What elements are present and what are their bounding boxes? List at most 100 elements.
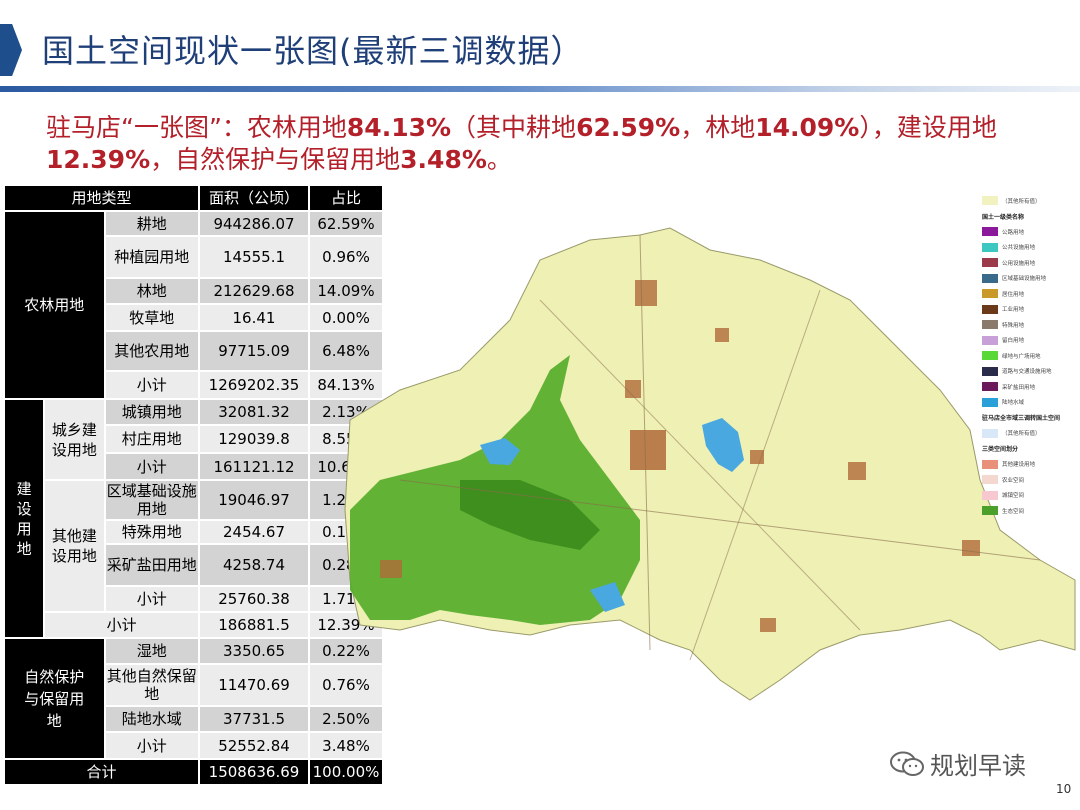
row-area: 212629.68	[198, 277, 310, 305]
map-lake-east	[702, 418, 744, 472]
map-legend: （其他所有值） 国土一级类名称 公路用地 公共设施用地 公用设施用地 区域基础设施用地 居住…	[982, 193, 1080, 519]
row-name: 小计	[103, 370, 201, 400]
legend-swatch	[982, 304, 998, 314]
map-image	[344, 227, 1076, 701]
legend-item: 采矿盐田用地	[982, 379, 1080, 395]
row-area: 11470.69	[198, 663, 310, 707]
row-name: 小计	[103, 585, 201, 613]
subgroup-urban: 城乡建设用地	[43, 398, 106, 481]
map-urban-e2	[750, 450, 764, 464]
row-area: 97715.09	[198, 330, 310, 372]
map-forest-patch	[460, 480, 600, 550]
legend-item: 驻马店全市域三调转国土空间	[982, 410, 1080, 426]
row-name: 村庄用地	[103, 424, 201, 454]
map-urban-se	[962, 540, 980, 556]
table-row: 农林用地 耕地 944286.07 62.59%	[3, 210, 384, 400]
legend-item: 陆地水域	[982, 395, 1080, 411]
legend-item: 城镇空间	[982, 488, 1080, 504]
legend-label: 三类空间划分	[982, 446, 1019, 454]
row-name: 其他自然保留地	[103, 663, 201, 707]
legend-swatch	[982, 459, 998, 469]
row-name: 城镇用地	[103, 398, 201, 426]
legend-swatch	[982, 490, 998, 500]
legend-item: 生态空间	[982, 503, 1080, 519]
row-pct: 3.48%	[308, 731, 384, 760]
legend-swatch	[982, 382, 998, 392]
total-pct: 100.00%	[308, 758, 384, 786]
legend-swatch	[982, 227, 998, 237]
legend-item: （其他所有值）	[982, 193, 1080, 209]
legend-item: 国土一级类名称	[982, 209, 1080, 225]
group-build: 建设用地	[2, 398, 46, 639]
legend-label: 留白用地	[1002, 338, 1025, 345]
row-name: 林地	[103, 277, 201, 305]
row-name: 种植园用地	[103, 235, 201, 279]
legend-item: 区域基础设施用地	[982, 271, 1080, 287]
table-row: 牧草地 16.41 0.00%	[4, 303, 384, 332]
row-area: 2454.67	[198, 519, 310, 545]
legend-label: 其他建设用地	[1002, 462, 1036, 469]
map-road-3	[539, 299, 861, 631]
map-road-1	[639, 234, 651, 651]
legend-swatch	[982, 366, 998, 376]
brand-watermark: 规划早读	[890, 746, 1026, 781]
legend-label: 国土一级类名称	[982, 213, 1025, 221]
map-urban-sw	[380, 560, 402, 578]
title-accent-marker	[0, 24, 22, 76]
row-pct: 2.50%	[308, 705, 384, 733]
map-reservoir-west	[480, 438, 520, 465]
table-row: 小计 52552.84 3.48%	[4, 731, 384, 760]
row-area: 25760.38	[198, 585, 310, 613]
header-area: 面积（公顷）	[198, 184, 310, 212]
legend-label: 特殊用地	[1002, 322, 1025, 329]
legend-swatch	[982, 475, 998, 485]
legend-label: 陆地水域	[1002, 400, 1025, 407]
legend-swatch	[982, 320, 998, 330]
row-name: 采矿盐田用地	[103, 543, 201, 587]
legend-item: 特殊用地	[982, 317, 1080, 333]
row-pct: 0.22%	[308, 637, 384, 665]
row-pct: 6.48%	[308, 330, 384, 372]
header-ratio: 占比	[308, 184, 384, 212]
map-urban-north	[635, 280, 657, 306]
row-name: 陆地水域	[103, 705, 201, 733]
row-area: 52552.84	[198, 731, 310, 760]
legend-swatch	[982, 289, 998, 299]
table-row: 建设用地 城乡建设用地 城镇用地 32081.32 2.13%	[2, 398, 384, 639]
legend-swatch	[982, 258, 998, 268]
row-area: 186881.5	[198, 611, 310, 639]
row-area: 3350.65	[198, 637, 310, 665]
legend-swatch	[982, 196, 998, 206]
header: 国土空间现状一张图(最新三调数据）	[0, 0, 1080, 96]
page-title: 国土空间现状一张图(最新三调数据）	[42, 32, 584, 70]
group-agri: 农林用地	[3, 210, 106, 400]
legend-item: 公用设施用地	[982, 255, 1080, 271]
row-name: 区域基础设施用地	[103, 479, 201, 521]
legend-label: 驻马店全市域三调转国土空间	[982, 415, 1061, 423]
brand-name: 规划早读	[930, 752, 1026, 780]
row-area: 4258.74	[198, 543, 310, 587]
legend-label: 公共设施用地	[1002, 245, 1036, 252]
row-name: 耕地	[103, 210, 201, 237]
legend-label: （其他所有值）	[1002, 198, 1041, 205]
group-nature: 自然保护与保留用地	[3, 637, 106, 760]
land-use-map	[340, 180, 1080, 720]
row-pct: 0.76%	[308, 663, 384, 707]
legend-swatch	[982, 428, 998, 438]
title-underline	[0, 86, 1080, 92]
row-area: 19046.97	[198, 479, 310, 521]
table-row: 自然保护与保留用地 湿地 3350.65 0.22%	[3, 637, 384, 760]
map-reservoir-south	[590, 582, 625, 612]
map-road-2	[399, 479, 1041, 561]
legend-label: 生态空间	[1002, 508, 1025, 515]
legend-item: 工业用地	[982, 302, 1080, 318]
table-row: 小计 186881.5 12.39%	[4, 611, 384, 639]
row-area: 944286.07	[198, 210, 310, 237]
legend-item: 居住用地	[982, 286, 1080, 302]
table-header-row: 用地类型 面积（公顷） 占比	[3, 184, 384, 212]
map-urban-east	[848, 462, 866, 480]
legend-label: 道路与交通设施用地	[1002, 369, 1052, 376]
table-total-row: 合计 1508636.69 100.00%	[3, 758, 384, 786]
row-name: 特殊用地	[103, 519, 201, 545]
legend-item: （其他所有值）	[982, 426, 1080, 442]
